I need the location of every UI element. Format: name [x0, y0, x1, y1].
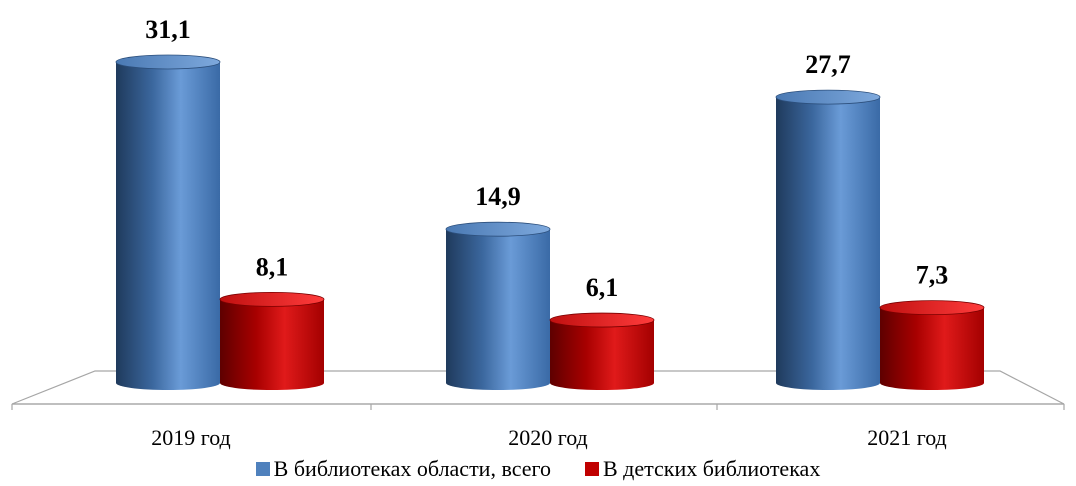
legend-swatch-red	[585, 462, 599, 476]
value-labels-group: 31,1 14,9 27,7 8,1 6,1 7,3	[145, 15, 948, 302]
data-label: 6,1	[586, 273, 619, 302]
bar-body	[116, 62, 220, 390]
bar-body	[446, 229, 550, 390]
bar-top-cap	[775, 89, 881, 105]
bar-top-cap	[549, 312, 655, 328]
bar-body	[220, 299, 324, 390]
bars-group	[115, 54, 985, 390]
bar-total-1	[445, 221, 551, 390]
data-label: 7,3	[916, 261, 949, 290]
bar-top-cap	[445, 221, 551, 237]
bar-top-cap	[115, 54, 221, 70]
category-label-2019: 2019 год	[151, 425, 231, 450]
category-label-2021: 2021 год	[867, 425, 947, 450]
bar-children-2	[879, 300, 985, 390]
category-axis-labels: 2019 год 2020 год 2021 год	[151, 425, 947, 450]
data-label: 8,1	[256, 252, 289, 281]
legend-label-total: В библиотеках области, всего	[273, 456, 551, 481]
bar-body	[880, 307, 984, 390]
bar-children-0	[219, 291, 325, 390]
data-label: 31,1	[145, 15, 191, 44]
bar-total-0	[115, 54, 221, 390]
bar-top-cap	[219, 291, 325, 307]
legend-item-children: В детских библиотеках	[585, 457, 820, 481]
bar-body	[776, 97, 880, 390]
legend-label-children: В детских библиотеках	[603, 456, 821, 481]
chart-legend: В библиотеках области, всего В детских б…	[0, 457, 1076, 481]
bar-children-1	[549, 312, 655, 390]
bar-total-2	[775, 89, 881, 390]
data-label: 27,7	[805, 50, 851, 79]
category-label-2020: 2020 год	[508, 425, 588, 450]
bar-top-cap	[879, 300, 985, 316]
bar-body	[550, 320, 654, 390]
data-label: 14,9	[475, 182, 521, 211]
legend-item-total: В библиотеках области, всего	[255, 456, 551, 481]
legend-swatch-blue	[255, 462, 270, 476]
